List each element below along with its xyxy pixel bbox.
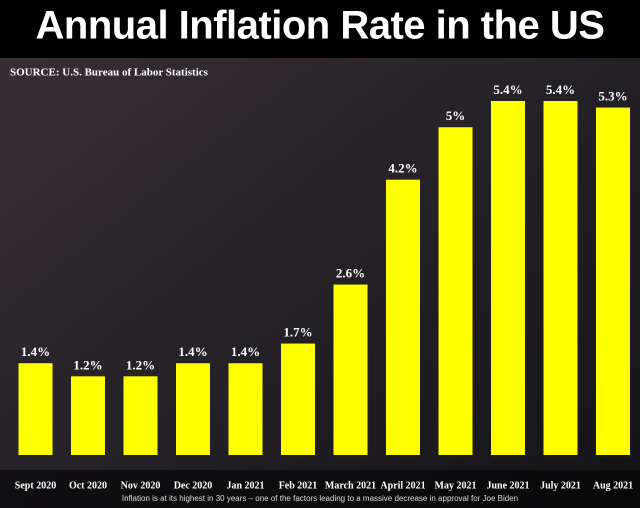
value-label: 1.4% xyxy=(178,344,207,359)
x-tick-label: Nov 2020 xyxy=(121,480,161,491)
value-label: 1.4% xyxy=(231,344,260,359)
x-tick-label: Oct 2020 xyxy=(69,480,107,491)
bar xyxy=(333,284,368,455)
bar xyxy=(543,101,578,455)
bar xyxy=(71,376,105,455)
chart-title: Annual Inflation Rate in the US xyxy=(36,4,605,48)
x-tick-label: Sept 2020 xyxy=(15,480,56,491)
x-tick-label: Feb 2021 xyxy=(279,480,318,491)
value-label: 4.2% xyxy=(388,161,417,176)
x-tick-label: Dec 2020 xyxy=(174,480,213,491)
x-tick-label: June 2021 xyxy=(486,480,529,491)
x-tick-label: April 2021 xyxy=(380,480,425,491)
value-label: 1.7% xyxy=(283,325,312,340)
caption: Inflation is at its highest in 30 years … xyxy=(122,494,518,503)
footer-band xyxy=(0,470,640,508)
x-tick-label: March 2021 xyxy=(325,480,376,491)
bar xyxy=(228,363,263,455)
bar xyxy=(176,363,210,455)
value-label: 1.4% xyxy=(21,344,50,359)
x-tick-label: Jan 2021 xyxy=(226,480,264,491)
value-label: 5.3% xyxy=(598,89,627,104)
title-band xyxy=(0,0,640,58)
x-tick-label: Aug 2021 xyxy=(593,480,633,491)
value-label: 1.2% xyxy=(126,357,155,372)
bar xyxy=(123,376,158,455)
bar xyxy=(18,363,53,455)
x-tick-label: July 2021 xyxy=(540,480,581,491)
value-label: 2.6% xyxy=(336,266,365,281)
bar xyxy=(438,127,473,455)
value-label: 1.2% xyxy=(73,357,102,372)
value-label: 5% xyxy=(446,108,466,123)
value-label: 5.4% xyxy=(546,82,575,97)
bar xyxy=(491,101,525,455)
bar xyxy=(386,179,420,455)
bar xyxy=(596,107,630,456)
value-label: 5.4% xyxy=(493,82,522,97)
bar xyxy=(281,343,315,455)
source: SOURCE: U.S. Bureau of Labor Statistics xyxy=(10,67,209,79)
x-tick-label: May 2021 xyxy=(435,480,477,491)
